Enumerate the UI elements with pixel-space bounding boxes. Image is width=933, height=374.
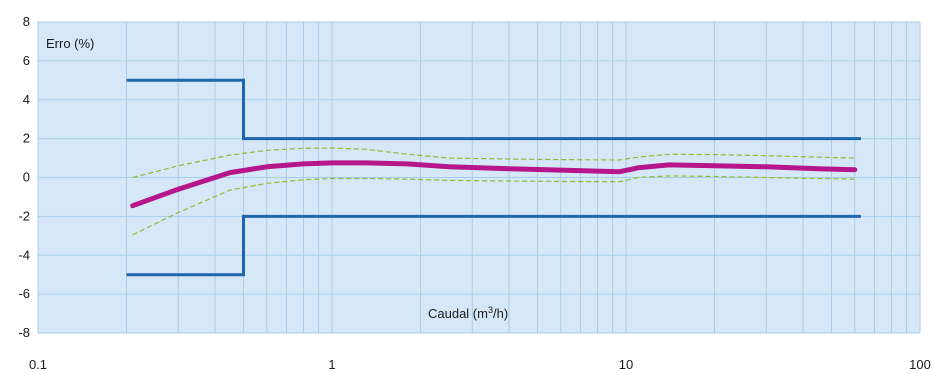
- x-axis-label-sup: 3: [488, 305, 493, 315]
- y-tick-label: 8: [23, 14, 30, 29]
- y-tick-label: 6: [23, 53, 30, 68]
- y-axis-label: Erro (%): [46, 36, 94, 51]
- y-tick-label: 2: [23, 131, 30, 146]
- y-tick-label: -2: [18, 208, 30, 223]
- series-upper-limit: [126, 78, 861, 141]
- series-lower-limit: [126, 214, 861, 277]
- x-tick-label: 100: [909, 357, 931, 372]
- grid: [37, 21, 921, 334]
- y-tick-label: -8: [18, 325, 30, 340]
- x-tick-label: 0.1: [29, 357, 47, 372]
- tick-labels: 8 6 4 2 0 -2 -4 -6 -8 0.1 1 10 100: [18, 14, 930, 372]
- series-band-upper: [132, 147, 855, 179]
- y-tick-label: 4: [23, 92, 30, 107]
- x-axis-label: Caudal (m3/h): [428, 305, 508, 321]
- y-tick-label: -4: [18, 247, 30, 262]
- series-error-curve: [130, 160, 858, 209]
- y-tick-label: -6: [18, 286, 30, 301]
- x-axis-label-main: Caudal (m: [428, 306, 488, 321]
- x-tick-label: 10: [619, 357, 633, 372]
- y-tick-label: 0: [23, 170, 30, 185]
- series-layer: [126, 78, 861, 277]
- x-tick-label: 1: [328, 357, 335, 372]
- x-axis-label-end: /h): [493, 306, 508, 321]
- series-band-lower: [132, 175, 855, 236]
